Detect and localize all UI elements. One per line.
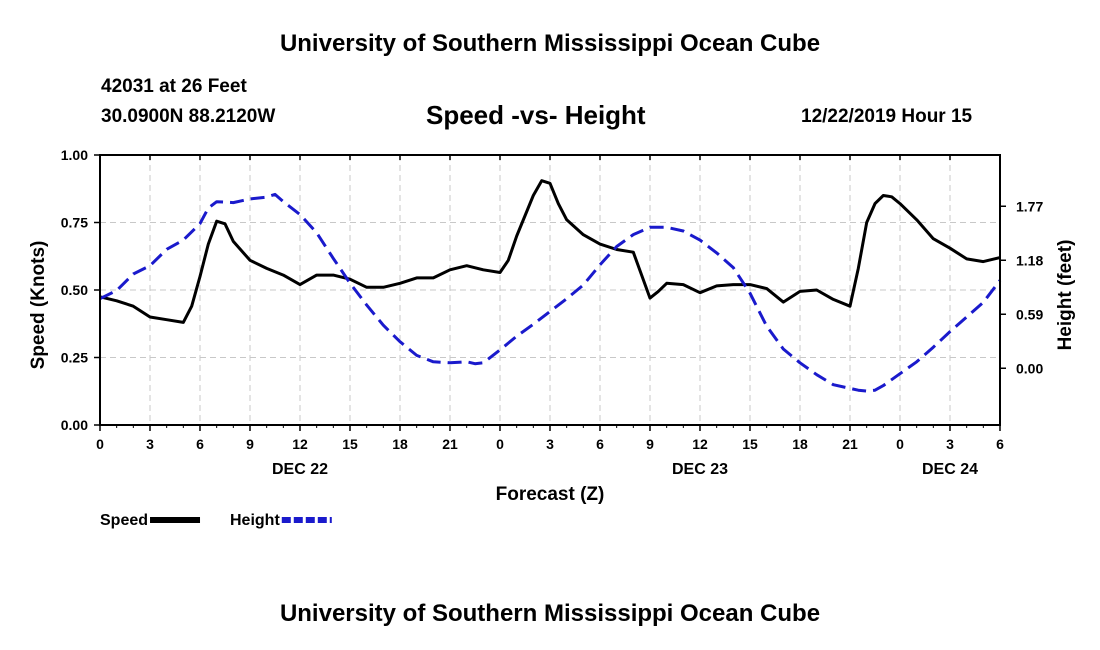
y2-tick-label: 0.59 [1016, 306, 1043, 322]
chart-title-top: University of Southern Mississippi Ocean… [279, 30, 821, 57]
y-axis-title: Speed (Knots) [28, 241, 49, 370]
y2-tick-label: 0.00 [1016, 360, 1043, 376]
chart-ticks [94, 154, 1006, 431]
x-tick-label: 15 [342, 436, 358, 452]
datetime-label: 12/22/2019 Hour 15 [801, 106, 973, 127]
day-label: DEC 23 [672, 461, 728, 478]
chart-title-bottom: University of Southern Mississippi Ocean… [279, 600, 821, 627]
chart-labels: 0 3 6 9 12 15 18 21 0 3 6 9 12 15 18 21 0 3 6 0.00 0.25 0.50 0… [28, 147, 1076, 505]
y-tick-label: 0.00 [61, 417, 88, 433]
series-height-line [99, 192, 1002, 393]
speed-height-chart: 0 3 6 9 12 15 18 21 0 3 6 9 12 15 18 21 0 3 6 0.00 0.25 0.50 0… [28, 147, 1076, 529]
x-axis-title: Forecast (Z) [496, 484, 605, 505]
x-tick-label: 12 [692, 436, 708, 452]
x-tick-label: 15 [742, 436, 758, 452]
station-label: 42031 at 26 Feet [101, 76, 247, 97]
x-tick-label: 12 [292, 436, 308, 452]
chart-series [99, 179, 1002, 393]
chart-grid [100, 155, 1000, 425]
y-tick-label: 1.00 [61, 147, 88, 163]
day-label: DEC 22 [272, 461, 328, 478]
x-tick-label: 6 [596, 436, 604, 452]
x-tick-label: 6 [996, 436, 1004, 452]
legend-label: Speed [100, 512, 148, 529]
x-tick-label: 0 [896, 436, 904, 452]
y2-tick-label: 1.18 [1016, 252, 1043, 268]
chart-legend: Speed Height [100, 512, 332, 529]
y-tick-label: 0.25 [61, 350, 88, 366]
x-tick-label: 9 [646, 436, 654, 452]
legend-label: Height [230, 512, 280, 529]
coordinates-label: 30.0900N 88.2120W [101, 106, 276, 127]
x-tick-label: 0 [496, 436, 504, 452]
x-tick-label: 0 [96, 436, 104, 452]
x-tick-label: 3 [546, 436, 554, 452]
x-tick-label: 21 [442, 436, 458, 452]
x-tick-label: 18 [792, 436, 808, 452]
x-tick-label: 18 [392, 436, 408, 452]
x-tick-label: 6 [196, 436, 204, 452]
series-speed-line [99, 179, 1001, 324]
y2-axis-title: Height (feet) [1055, 240, 1076, 351]
x-tick-label: 3 [946, 436, 954, 452]
y-tick-label: 0.50 [61, 282, 88, 298]
x-tick-label: 21 [842, 436, 858, 452]
y2-tick-label: 1.77 [1016, 198, 1043, 214]
x-tick-label: 9 [246, 436, 254, 452]
y-tick-label: 0.75 [61, 215, 88, 231]
x-tick-label: 3 [146, 436, 154, 452]
chart-subtitle: Speed -vs- Height [426, 100, 646, 130]
day-label: DEC 24 [922, 461, 978, 478]
